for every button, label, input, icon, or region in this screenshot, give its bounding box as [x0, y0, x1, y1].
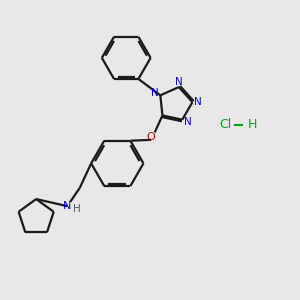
Text: N: N [194, 97, 202, 107]
Text: H: H [73, 204, 81, 214]
Text: H: H [248, 118, 257, 131]
Text: N: N [175, 77, 183, 87]
Text: N: N [184, 117, 191, 127]
Text: Cl: Cl [220, 118, 232, 131]
Text: N: N [63, 201, 72, 211]
Text: O: O [147, 132, 155, 142]
Text: N: N [151, 88, 159, 98]
